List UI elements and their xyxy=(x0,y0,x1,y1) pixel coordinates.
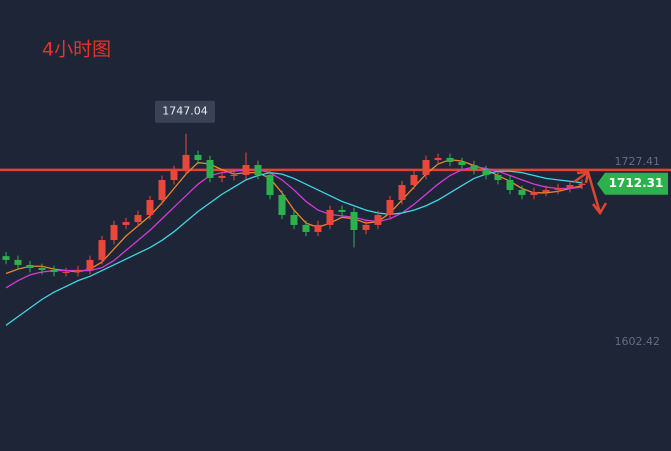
candle-body xyxy=(206,159,214,178)
candle-body xyxy=(506,179,514,190)
candle-body xyxy=(350,211,358,230)
candle-body xyxy=(230,174,238,176)
candle-body xyxy=(194,154,202,160)
candle-body xyxy=(218,175,226,178)
candle-body xyxy=(566,185,574,189)
price-tag-label: 1712.31 xyxy=(609,176,664,190)
candle-body xyxy=(98,240,106,260)
candle-body xyxy=(434,157,442,160)
arrow-head xyxy=(592,202,608,216)
max-label-box xyxy=(155,100,215,123)
candle-body xyxy=(554,188,562,190)
candle-body xyxy=(338,209,346,212)
candle-body xyxy=(182,154,190,170)
candle-body xyxy=(266,174,274,195)
candle-body xyxy=(542,189,550,192)
candle-body xyxy=(122,222,130,225)
chart-title: 4小时图 xyxy=(42,39,111,61)
candle-body xyxy=(110,224,118,241)
candle-body xyxy=(38,267,46,270)
candle-body xyxy=(290,214,298,225)
candle-body xyxy=(254,165,262,175)
candle-body xyxy=(398,185,406,201)
candle-body xyxy=(302,224,310,232)
candle-body xyxy=(482,169,490,175)
y-tick-label: 1727.41 xyxy=(615,155,661,168)
candle-body xyxy=(134,214,142,223)
arrow-head xyxy=(576,170,590,184)
candle-body xyxy=(518,189,526,195)
y-tick-label: 1602.42 xyxy=(615,335,661,348)
candle-body xyxy=(530,191,538,195)
candle-body xyxy=(242,165,250,175)
trend-arrows xyxy=(573,169,608,216)
candle-body xyxy=(386,200,394,215)
candle-body xyxy=(158,179,166,201)
candle-body xyxy=(410,174,418,186)
candle-body xyxy=(446,157,454,162)
candle-body xyxy=(86,259,94,270)
candle-body xyxy=(26,264,34,268)
candle-body xyxy=(470,165,478,170)
candle-body xyxy=(170,169,178,180)
candle-body xyxy=(278,194,286,215)
candle-body xyxy=(314,224,322,232)
candle-body xyxy=(458,161,466,166)
candle-body xyxy=(362,224,370,230)
candle-body xyxy=(74,269,82,273)
max-label: 1747.04 xyxy=(162,105,208,118)
candle-body xyxy=(14,259,22,265)
candle-body xyxy=(62,272,70,274)
candle-body xyxy=(374,214,382,225)
candle-body xyxy=(50,269,58,273)
candle-body xyxy=(422,159,430,175)
candle-body xyxy=(326,209,334,225)
candle-body xyxy=(2,256,10,260)
candle-body xyxy=(146,200,154,215)
price-tag xyxy=(597,172,668,195)
candle-body xyxy=(578,183,586,186)
candle-body xyxy=(494,174,502,180)
